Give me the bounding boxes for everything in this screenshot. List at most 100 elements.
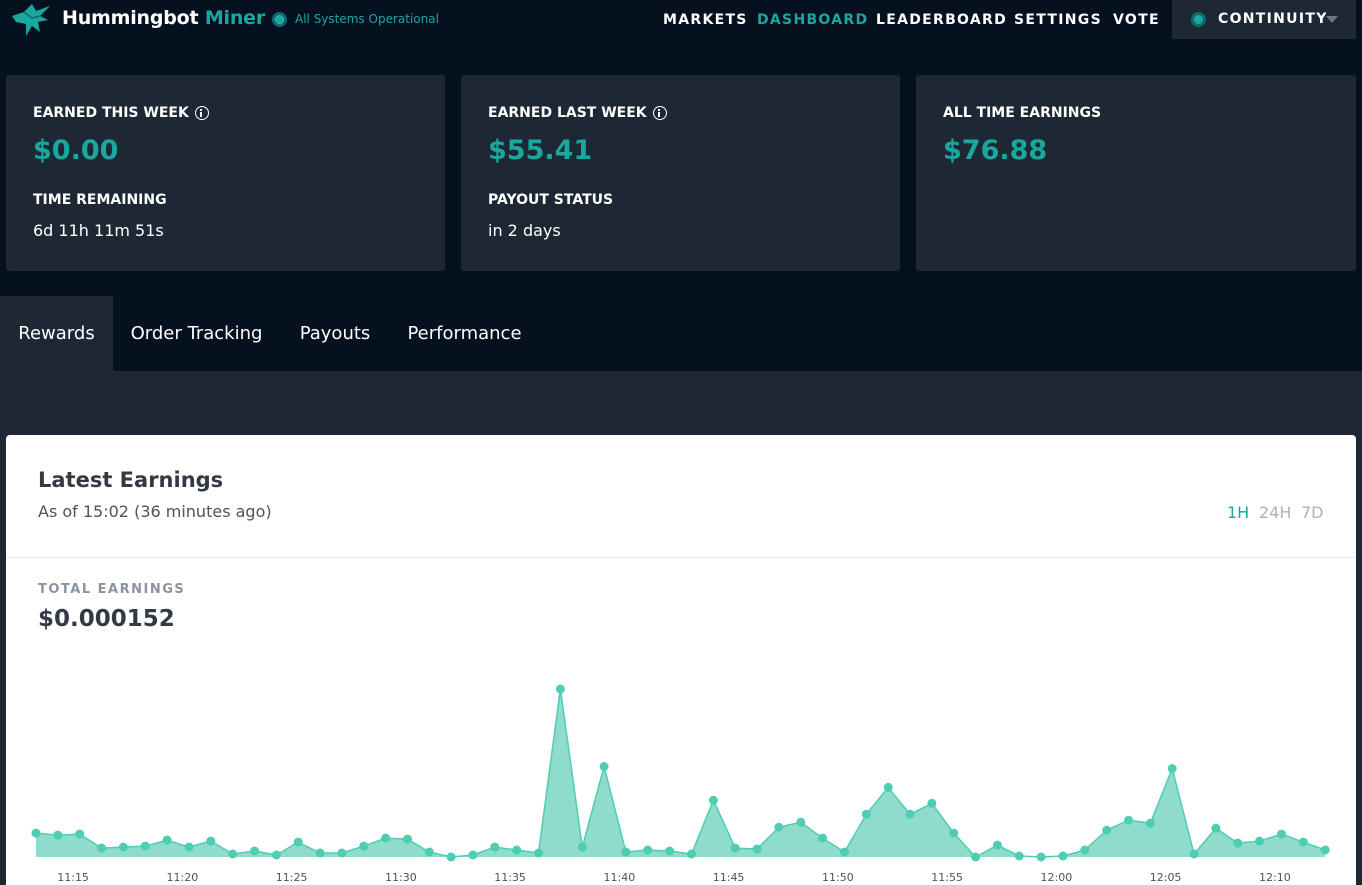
data-point[interactable] (490, 842, 500, 852)
data-point[interactable] (861, 809, 871, 819)
data-point[interactable] (184, 842, 194, 852)
data-point[interactable] (1320, 845, 1330, 855)
data-point[interactable] (883, 782, 893, 792)
data-point[interactable] (577, 842, 587, 852)
tab-performance[interactable]: Performance (407, 323, 522, 344)
nav-settings[interactable]: SETTINGS (1014, 12, 1102, 28)
tab-payouts[interactable]: Payouts (299, 323, 371, 344)
x-tick-label: 11:20 (167, 871, 199, 884)
card-label: EARNED LAST WEEK (488, 105, 667, 121)
data-point[interactable] (293, 837, 303, 847)
data-point[interactable] (446, 852, 456, 862)
data-point[interactable] (228, 849, 238, 859)
card-label-text: EARNED LAST WEEK (488, 105, 647, 121)
data-point[interactable] (118, 842, 128, 852)
data-point[interactable] (1058, 851, 1068, 861)
data-point[interactable] (665, 846, 675, 856)
x-tick-label: 12:10 (1259, 871, 1291, 884)
data-point[interactable] (1298, 837, 1308, 847)
nav-leaderboard[interactable]: LEADERBOARD (876, 12, 1008, 28)
brand-name[interactable]: Hummingbot Miner (62, 7, 265, 29)
data-point[interactable] (1189, 849, 1199, 859)
system-status[interactable]: All Systems Operational (272, 10, 439, 28)
data-point[interactable] (905, 809, 915, 819)
data-point[interactable] (337, 848, 347, 858)
data-point[interactable] (31, 828, 41, 838)
data-point[interactable] (752, 844, 762, 854)
data-point[interactable] (359, 841, 369, 851)
card-value: $0.00 (33, 135, 119, 166)
data-point[interactable] (1102, 825, 1112, 835)
total-earnings-value: $0.000152 (38, 606, 175, 632)
data-point[interactable] (840, 847, 849, 857)
hummingbird-logo-icon[interactable] (10, 2, 54, 38)
x-tick-label: 12:05 (1150, 871, 1182, 884)
data-point[interactable] (403, 834, 412, 844)
data-point[interactable] (687, 849, 696, 859)
data-point[interactable] (271, 850, 281, 860)
data-point[interactable] (75, 829, 85, 839)
card-label: ALL TIME EARNINGS (943, 105, 1102, 121)
panel-title: Latest Earnings (38, 468, 224, 492)
data-point[interactable] (1211, 823, 1221, 833)
info-icon[interactable] (652, 106, 667, 120)
info-icon[interactable] (194, 106, 209, 120)
data-point[interactable] (818, 833, 828, 843)
range-24h-button[interactable]: 24H (1259, 503, 1292, 522)
data-point[interactable] (1036, 852, 1046, 862)
data-point[interactable] (381, 833, 391, 843)
card-sub-value: 6d 11h 11m 51s (33, 221, 164, 240)
nav-vote[interactable]: VOTE (1113, 12, 1160, 28)
data-point[interactable] (1080, 845, 1090, 855)
data-point[interactable] (97, 843, 107, 853)
account-name: CONTINUITY (1218, 11, 1328, 27)
data-point[interactable] (1014, 851, 1024, 861)
dashboard-tabs: Rewards Order Tracking Payouts Performan… (0, 296, 1362, 371)
data-point[interactable] (1124, 815, 1133, 825)
data-point[interactable] (992, 840, 1002, 850)
account-dropdown[interactable]: CONTINUITY (1172, 0, 1356, 39)
tab-order-tracking[interactable]: Order Tracking (130, 323, 263, 344)
data-point[interactable] (971, 852, 981, 862)
latest-earnings-panel: Latest Earnings As of 15:02 (36 minutes … (6, 435, 1356, 885)
data-point[interactable] (927, 798, 937, 808)
data-point[interactable] (424, 847, 434, 857)
data-point[interactable] (796, 817, 806, 827)
data-point[interactable] (621, 847, 631, 857)
nav-dashboard[interactable]: DASHBOARD (757, 12, 869, 28)
card-label: EARNED THIS WEEK (33, 105, 209, 121)
data-point[interactable] (250, 846, 259, 856)
data-point[interactable] (599, 762, 609, 771)
data-point[interactable] (140, 841, 150, 851)
data-point[interactable] (643, 845, 653, 855)
x-tick-label: 11:45 (713, 871, 745, 884)
data-point[interactable] (949, 828, 959, 838)
data-point[interactable] (1277, 829, 1286, 839)
panel-subtitle: As of 15:02 (36 minutes ago) (38, 502, 272, 521)
data-point[interactable] (206, 836, 216, 846)
data-point[interactable] (468, 850, 478, 860)
data-point[interactable] (512, 845, 522, 855)
x-tick-label: 12:00 (1041, 871, 1073, 884)
data-point[interactable] (708, 795, 718, 805)
data-point[interactable] (1167, 764, 1177, 773)
data-point[interactable] (555, 684, 565, 694)
range-7d-button[interactable]: 7D (1301, 503, 1324, 522)
data-point[interactable] (534, 848, 543, 858)
x-tick-label: 11:35 (494, 871, 526, 884)
data-point[interactable] (162, 835, 172, 845)
nav-markets[interactable]: MARKETS (663, 12, 748, 28)
data-point[interactable] (1233, 838, 1243, 848)
data-point[interactable] (774, 822, 784, 832)
range-1h-button[interactable]: 1H (1227, 503, 1250, 522)
data-point[interactable] (315, 848, 325, 858)
card-label-text: EARNED THIS WEEK (33, 105, 189, 121)
data-point[interactable] (1255, 836, 1265, 846)
data-point[interactable] (53, 830, 63, 840)
earnings-area-chart[interactable]: 11:15 11:20 11:25 11:30 11:35 11:40 11:45 11:50… (6, 435, 1356, 885)
all-time-earnings-card: ALL TIME EARNINGS $76.88 (916, 75, 1356, 271)
data-point[interactable] (1145, 818, 1155, 828)
data-point[interactable] (730, 843, 740, 853)
x-tick-label: 11:40 (604, 871, 636, 884)
tab-rewards[interactable]: Rewards (0, 296, 113, 371)
